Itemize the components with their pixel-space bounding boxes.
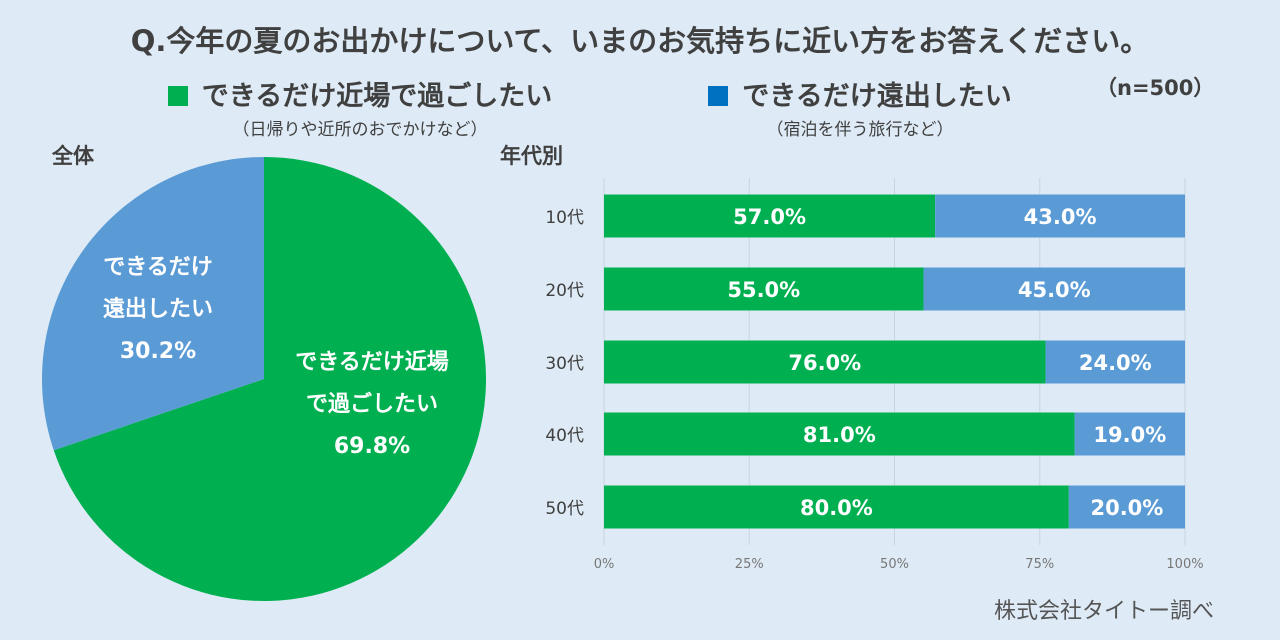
bar-segment-near <box>604 412 1075 456</box>
data-label: 24.0% <box>1079 351 1152 375</box>
bar-segment-far <box>1074 412 1185 456</box>
pie-label-far-line2: 遠出したい <box>102 297 213 322</box>
chart-title: Q.今年の夏のお出かけについて、いまのお気持ちに近い方をお答えください。 <box>130 24 1150 58</box>
data-label: 57.0% <box>733 205 806 229</box>
data-label: 43.0% <box>1024 205 1097 229</box>
pie-label-far-pct: 30.2% <box>119 339 197 364</box>
data-label: 80.0% <box>800 496 873 520</box>
legend-far: できるだけ遠出したい （宿泊を伴う旅行など） <box>690 74 1030 140</box>
legend-near-swatch <box>167 86 188 106</box>
legend-far-sub: （宿泊を伴う旅行など） <box>766 120 954 140</box>
legend-near-sub: （日帰りや近所のおでかけなど） <box>232 120 488 140</box>
category-label: 10代 <box>545 208 584 228</box>
pie-label-far: できるだけ 遠出したい 30.2% <box>68 247 248 373</box>
pie-section-label: 全体 <box>52 144 94 168</box>
category-label: 50代 <box>545 499 584 519</box>
x-tick-label: 75% <box>1025 557 1054 572</box>
pie-slice-far <box>42 157 264 451</box>
bar-section-label: 年代別 <box>500 144 563 168</box>
pie-slice-near <box>53 157 487 601</box>
legend-far-swatch <box>708 86 729 106</box>
bar-segment-near <box>604 267 924 311</box>
category-label: 20代 <box>545 281 584 301</box>
pie-label-far-line1: できるだけ <box>103 255 213 280</box>
category-label: 40代 <box>545 426 584 446</box>
bar-segment-far <box>935 194 1185 238</box>
pie-label-near-line1: できるだけ近場 <box>295 350 449 375</box>
bar-segment-far <box>1045 340 1185 384</box>
category-label: 30代 <box>545 354 584 374</box>
data-label: 81.0% <box>803 423 876 447</box>
pie-label-near-pct: 69.8% <box>333 434 411 459</box>
data-label: 55.0% <box>727 278 800 302</box>
bar-segment-near <box>604 340 1046 384</box>
x-tick-label: 25% <box>735 557 764 572</box>
bar-segment-far <box>1068 485 1185 529</box>
data-label: 76.0% <box>788 351 861 375</box>
bar-segment-far <box>923 267 1185 311</box>
pie-label-near-line2: で過ごしたい <box>305 392 438 417</box>
bar-segment-near <box>604 194 936 238</box>
legend-far-label: できるだけ遠出したい <box>742 81 1012 112</box>
x-tick-label: 100% <box>1166 557 1203 572</box>
source-note: 株式会社タイトー調べ <box>994 599 1215 624</box>
legend-near-label: できるだけ近場で過ごしたい <box>201 81 553 112</box>
x-tick-label: 0% <box>594 557 615 572</box>
sample-size: （n=500） <box>1096 76 1215 100</box>
data-label: 20.0% <box>1090 496 1163 520</box>
data-label: 45.0% <box>1018 278 1091 302</box>
pie-label-near: できるだけ近場 で過ごしたい 69.8% <box>272 342 472 468</box>
legend-near: できるだけ近場で過ごしたい （日帰りや近所のおでかけなど） <box>150 74 570 140</box>
data-label: 19.0% <box>1093 423 1166 447</box>
x-tick-label: 50% <box>880 557 909 572</box>
bar-segment-near <box>604 485 1069 529</box>
